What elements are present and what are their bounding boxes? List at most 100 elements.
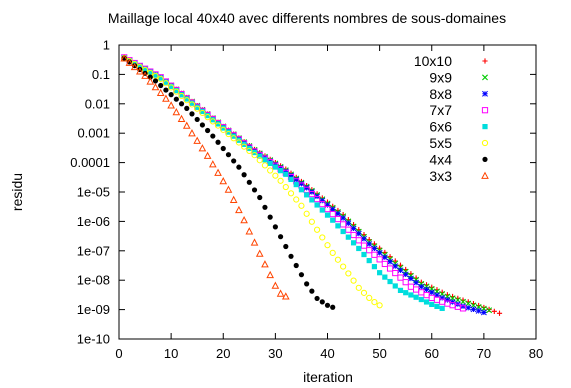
data-point xyxy=(283,243,289,250)
y-tick-label: 0.0001 xyxy=(70,155,110,170)
data-point xyxy=(288,253,294,259)
data-point xyxy=(130,62,139,71)
data-point xyxy=(203,151,212,159)
y-tick-label: 0.01 xyxy=(85,96,110,111)
data-point xyxy=(434,292,440,299)
data-point xyxy=(329,249,336,256)
data-point xyxy=(345,234,351,240)
data-point xyxy=(313,226,321,233)
x-tick-label: 40 xyxy=(320,346,334,361)
data-point xyxy=(356,245,362,252)
data-point xyxy=(309,288,315,294)
data-point xyxy=(319,197,326,204)
data-point xyxy=(246,147,253,154)
data-point xyxy=(313,195,321,203)
data-point xyxy=(152,78,159,84)
plot-frame xyxy=(118,44,537,340)
data-point xyxy=(163,79,169,85)
data-point xyxy=(376,249,383,256)
data-point xyxy=(210,117,216,123)
data-point xyxy=(428,294,435,302)
data-point xyxy=(423,286,430,293)
data-point xyxy=(173,88,179,94)
data-point xyxy=(158,75,164,81)
data-point xyxy=(413,286,420,293)
data-point xyxy=(403,290,409,296)
data-point xyxy=(423,292,430,299)
data-point xyxy=(486,307,493,314)
data-point xyxy=(371,245,378,252)
data-point xyxy=(314,295,320,302)
legend-marker xyxy=(482,58,488,64)
data-point xyxy=(224,185,233,193)
y-tick-label: 1e-06 xyxy=(77,214,110,229)
data-point xyxy=(178,101,185,107)
data-point xyxy=(283,171,289,177)
data-point xyxy=(205,127,211,134)
y-tick-labels: 1e-10 1e-09 1e-08 1e-07 1e-06 1e-05 0.0001 0.00… xyxy=(70,38,110,347)
data-point xyxy=(178,92,185,100)
data-point xyxy=(220,125,226,131)
data-point xyxy=(298,180,305,187)
data-point xyxy=(371,264,378,270)
data-point xyxy=(168,84,175,91)
data-point xyxy=(324,302,331,308)
data-point xyxy=(324,242,331,249)
data-point xyxy=(199,108,205,115)
data-point xyxy=(137,63,143,70)
chart-title: Maillage local 40x40 avec differents nom… xyxy=(108,10,506,26)
x-tick-label: 80 xyxy=(529,346,543,361)
data-point xyxy=(418,283,425,290)
data-point xyxy=(387,258,394,265)
data-point xyxy=(204,114,211,121)
x-tick-label: 0 xyxy=(115,346,122,361)
data-point xyxy=(241,143,248,150)
data-point xyxy=(230,135,237,142)
data-point xyxy=(266,270,274,279)
data-point xyxy=(413,294,419,300)
data-point xyxy=(382,274,388,280)
data-point xyxy=(392,269,399,277)
data-point xyxy=(152,72,159,78)
data-point xyxy=(366,247,373,254)
series-5x5 xyxy=(121,54,383,309)
data-point xyxy=(240,216,248,224)
data-point xyxy=(188,101,196,108)
data-point xyxy=(235,139,242,146)
data-point xyxy=(189,111,195,117)
data-point xyxy=(194,105,201,112)
data-point xyxy=(335,223,341,229)
data-point xyxy=(334,215,342,223)
data-point xyxy=(330,304,336,310)
data-point xyxy=(178,92,185,98)
data-point xyxy=(277,234,284,240)
data-point xyxy=(324,205,331,213)
data-point xyxy=(381,260,388,268)
data-point xyxy=(418,296,424,303)
data-point xyxy=(397,274,404,281)
data-point xyxy=(182,121,191,129)
data-point xyxy=(183,97,190,104)
data-point xyxy=(272,164,278,170)
data-point xyxy=(251,151,258,159)
data-point xyxy=(376,256,383,263)
data-point xyxy=(262,157,268,163)
data-point xyxy=(433,296,441,303)
data-point xyxy=(257,194,263,201)
data-point xyxy=(151,83,160,91)
data-point xyxy=(308,218,315,225)
data-point xyxy=(198,144,207,152)
data-point xyxy=(329,206,336,213)
data-point xyxy=(439,294,446,301)
data-point xyxy=(345,220,352,227)
data-point xyxy=(355,230,362,237)
data-point xyxy=(235,205,243,214)
data-point xyxy=(465,300,472,307)
data-point xyxy=(444,297,451,303)
data-point xyxy=(361,251,367,258)
legend-label: 3x3 xyxy=(429,168,452,184)
data-point xyxy=(250,238,259,246)
data-point xyxy=(319,207,325,213)
data-point xyxy=(371,251,378,258)
data-point xyxy=(172,107,181,116)
